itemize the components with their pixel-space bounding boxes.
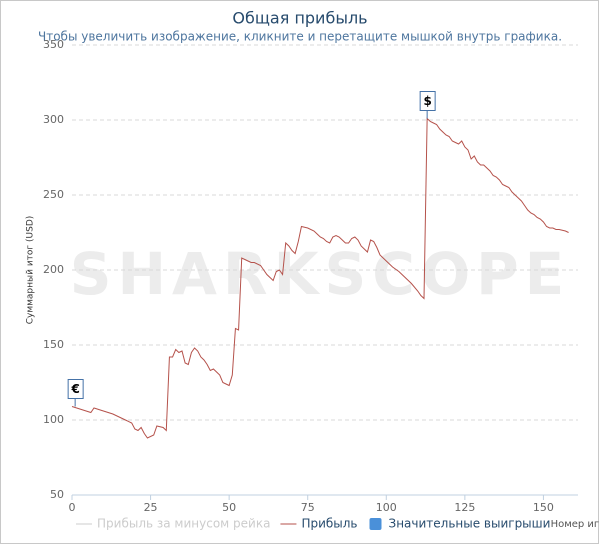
watermark: SHARKSCOPE — [70, 240, 571, 308]
y-tick-label: 50 — [50, 488, 64, 501]
x-tick-label: 125 — [454, 501, 475, 514]
flag-label: $ — [423, 94, 431, 108]
x-tick-label: 50 — [222, 501, 236, 514]
x-tick-label: 0 — [69, 501, 76, 514]
x-tick-label: 150 — [533, 501, 554, 514]
legend-label: Прибыль за минусом рейка — [97, 517, 270, 531]
x-tick-label: 25 — [144, 501, 158, 514]
x-tick-label: 75 — [301, 501, 315, 514]
flag-box — [67, 379, 84, 399]
legend-swatch — [369, 518, 382, 530]
y-tick-label: 300 — [43, 113, 64, 126]
y-tick-label: 150 — [43, 338, 64, 351]
y-tick-label: 200 — [43, 263, 64, 276]
x-tick-label: 100 — [376, 501, 397, 514]
legend-label: Прибыль — [301, 517, 357, 531]
y-axis-label: Суммарный итог (USD) — [26, 216, 36, 325]
legend-label: Значительные выигрыши — [389, 517, 551, 531]
flag-box — [419, 91, 436, 111]
y-tick-label: 100 — [43, 413, 64, 426]
chart-subtitle: Чтобы увеличить изображение, кликните и … — [38, 30, 562, 44]
y-tick-label: 350 — [43, 38, 64, 51]
flag-label: € — [70, 382, 79, 396]
chart-title: Общая прибыль — [232, 9, 367, 28]
series-line — [71, 117, 569, 439]
x-axis-label: Номер игры — [551, 519, 600, 530]
y-tick-label: 250 — [43, 188, 64, 201]
